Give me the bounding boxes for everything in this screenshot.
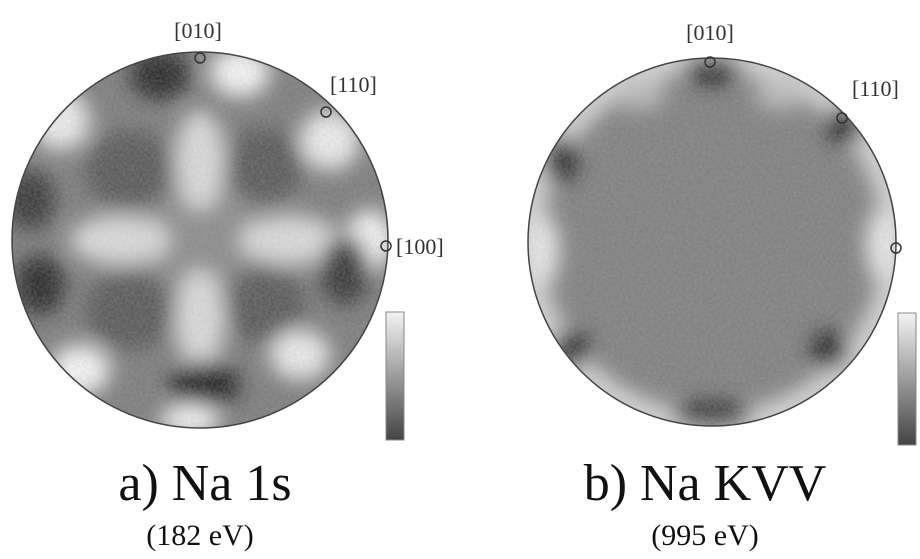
pattern-a [5,47,395,435]
direction-label: [010] [686,20,734,45]
energy: (995 eV) [651,519,758,552]
figure: [010] [110] [100] a) Na 1s (182 eV) [010… [0,0,920,559]
pattern-b [520,50,910,440]
caption: a) Na 1s [118,455,291,512]
direction-label: [010] [174,18,222,43]
energy: (182 eV) [146,519,253,552]
direction-label: [110] [330,72,377,97]
direction-label: [110] [852,76,899,101]
direction-label: [100] [396,234,444,259]
color-bar [898,313,916,445]
color-bar [386,312,404,440]
caption: b) Na KVV [584,455,827,512]
